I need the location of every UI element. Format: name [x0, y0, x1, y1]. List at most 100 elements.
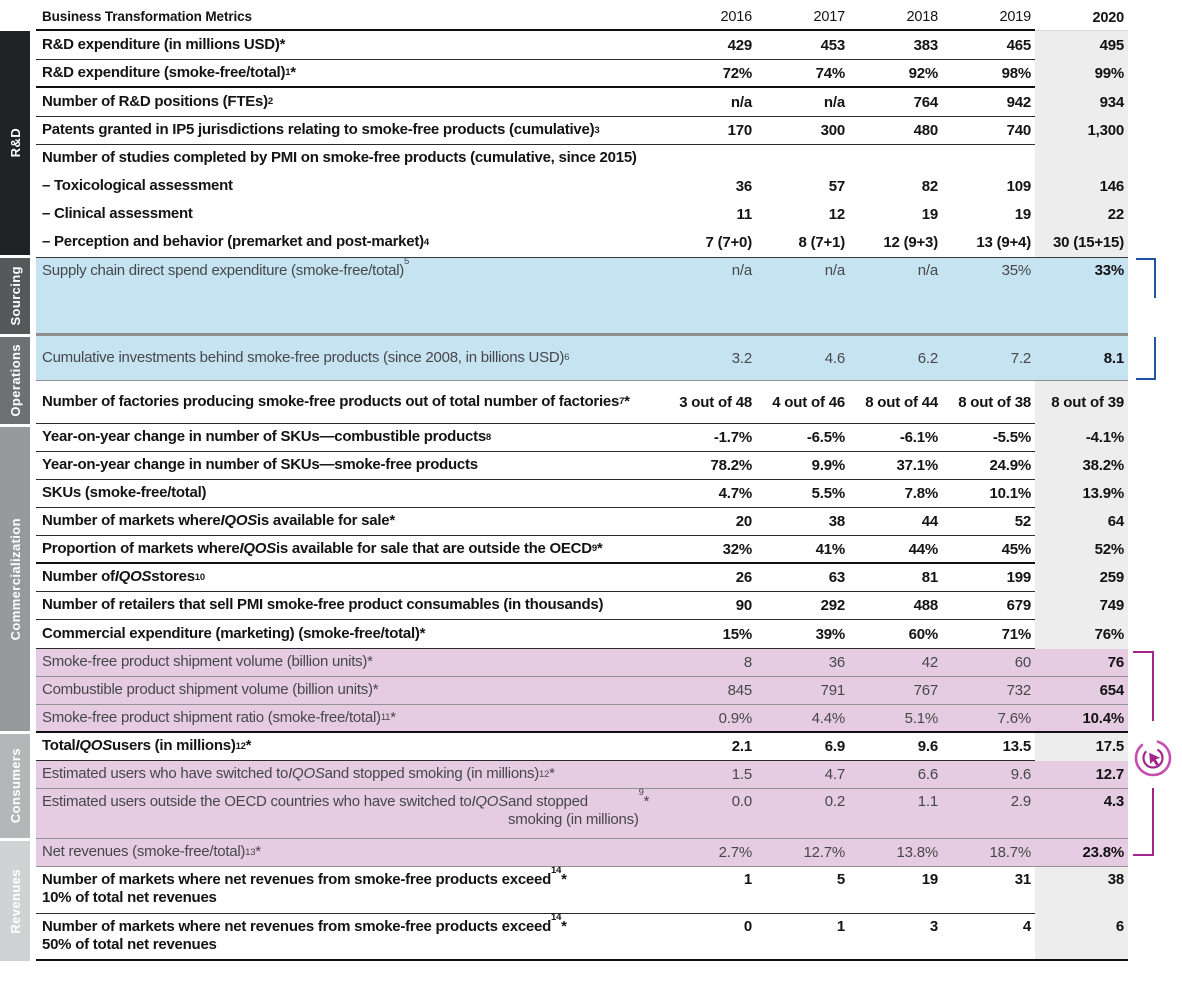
value-2017: 5.5%	[756, 480, 849, 508]
value-2016: 8	[663, 649, 756, 677]
value-2018: 82	[921, 178, 938, 195]
cursor-click-icon[interactable]	[1128, 733, 1178, 783]
row-label: Smoke-free product shipment volume (bill…	[36, 649, 663, 677]
table-row: Number of factories producing smoke-free…	[36, 381, 1128, 424]
value-2017: 12.7%	[756, 839, 849, 867]
value-2017: 4.4%	[756, 705, 849, 733]
table-row: Estimated users who have switched to IQO…	[36, 761, 1128, 789]
value-2020: 146	[1035, 173, 1128, 201]
value-2020: 1,300	[1035, 117, 1128, 145]
sidebar-section-rnd: R&D	[0, 31, 30, 255]
value-2017: 41%	[756, 536, 849, 564]
value-2016: 20	[663, 508, 756, 536]
table-title: Business Transformation Metrics	[36, 2, 663, 31]
value-2020: 22	[1035, 201, 1128, 229]
row-label: Estimated users outside the OECD countri…	[36, 788, 663, 839]
metrics-table-body: R&D expenditure (in millions USD)* 429 453…	[36, 31, 1128, 961]
value-2019	[942, 145, 1035, 173]
row-label: Patents granted in IP5 jurisdictions rel…	[36, 117, 663, 145]
value-2018: 44%	[849, 536, 942, 564]
value-2016: 429	[663, 31, 756, 60]
value-2016: 78.2%	[663, 452, 756, 480]
value-2017: 36	[756, 649, 849, 677]
sidebar-label: Revenues	[7, 868, 23, 934]
value-2017: 4 out of 46	[756, 381, 849, 424]
row-label: Number of studies completed by PMI on sm…	[42, 149, 637, 167]
value-2019: 13.5	[942, 733, 1035, 761]
value-2019: 35%	[942, 257, 1035, 336]
table-row: Smoke-free product shipment volume (bill…	[36, 649, 1128, 677]
value-2019: 9.6	[942, 761, 1035, 789]
value-2020: 99%	[1035, 60, 1128, 88]
value-2018: 7.8%	[849, 480, 942, 508]
value-2018: 12 (9+3)	[883, 234, 938, 251]
value-2018: 3	[849, 914, 942, 961]
value-2019: 31	[942, 867, 1035, 914]
value-2020: 749	[1035, 592, 1128, 620]
value-2016: 0.0	[663, 789, 756, 839]
value-2016: n/a	[663, 88, 756, 117]
value-2018: 6.6	[849, 761, 942, 789]
row-label: R&D expenditure (in millions USD)*	[36, 31, 663, 60]
row-label: Year-on-year change in number of SKUs—sm…	[36, 452, 663, 480]
value-2017: 39%	[756, 620, 849, 649]
table-row: Year-on-year change in number of SKUs—co…	[36, 424, 1128, 452]
blue-bracket-top	[1136, 258, 1156, 298]
row-label: Number of retailers that sell PMI smoke-…	[36, 592, 663, 620]
sidebar-label: Sourcing	[7, 266, 23, 326]
value-2020: 38.2%	[1035, 452, 1128, 480]
value-2018: 1.1	[849, 789, 942, 839]
sidebar-section-sourcing: Sourcing	[0, 258, 30, 334]
table-row: Cumulative investments behind smoke-free…	[36, 336, 1128, 381]
value-2017: 4.6	[756, 336, 849, 381]
value-2018: 81	[849, 564, 942, 592]
value-2019: -5.5%	[942, 424, 1035, 452]
row-label: Number of markets where net revenues fro…	[36, 866, 663, 914]
value-2016	[663, 145, 756, 173]
value-2020: 17.5	[1035, 733, 1128, 761]
row-label: Net revenues (smoke-free/total) 13 *	[36, 839, 663, 867]
table-row: Number of retailers that sell PMI smoke-…	[36, 592, 1128, 620]
year-header-2019: 2019	[942, 2, 1035, 31]
table-header-row: Business Transformation Metrics 2016 201…	[36, 2, 1128, 31]
row-label: – Clinical assessment	[42, 205, 193, 223]
value-2019: 71%	[942, 620, 1035, 649]
value-2017: 63	[756, 564, 849, 592]
table-row: Number of markets where net revenues fro…	[36, 913, 1128, 961]
table-row: Number of R&D positions (FTEs) 2 n/a n/a 764…	[36, 88, 1128, 117]
row-label: Number of markets where IQOS is availabl…	[36, 508, 663, 536]
value-2020: 12.7	[1035, 761, 1128, 789]
value-2019: 45%	[942, 536, 1035, 564]
sidebar-label: Operations	[7, 344, 23, 417]
table-row: Patents granted in IP5 jurisdictions rel…	[36, 117, 1128, 145]
value-2020: 52%	[1035, 536, 1128, 564]
value-2020: 33%	[1035, 257, 1128, 336]
value-2018: n/a	[849, 257, 942, 336]
value-2020: 13.9%	[1035, 480, 1128, 508]
value-2017: 12	[828, 206, 845, 223]
value-2020: 4.3	[1035, 789, 1128, 839]
value-2019: 199	[942, 564, 1035, 592]
row-label: SKUs (smoke-free/total)	[36, 480, 663, 508]
value-2018: 60%	[849, 620, 942, 649]
value-2016: 2.7%	[663, 839, 756, 867]
table-row: Number of IQOS stores 10 26 63 81 199 259	[36, 564, 1128, 592]
magenta-bracket-top	[1133, 651, 1154, 721]
value-2016: 26	[663, 564, 756, 592]
row-label: Commercial expenditure (marketing) (smok…	[36, 620, 663, 649]
table-row: Number of markets where IQOS is availabl…	[36, 508, 1128, 536]
sidebar-section-consumers: Consumers	[0, 734, 30, 838]
value-2018: -6.1%	[849, 424, 942, 452]
value-2017: 9.9%	[756, 452, 849, 480]
table-row: Proportion of markets where IQOS is avai…	[36, 536, 1128, 564]
sidebar-label: Commercialization	[7, 517, 23, 641]
value-2017: -6.5%	[756, 424, 849, 452]
value-2017: 5	[756, 867, 849, 914]
row-label: Year-on-year change in number of SKUs—co…	[36, 424, 663, 452]
value-2019: 740	[942, 117, 1035, 145]
row-label: R&D expenditure (smoke-free/total) 1 *	[36, 60, 663, 88]
value-2019: 109	[1006, 178, 1032, 195]
table-row: Estimated users outside the OECD countri…	[36, 788, 1128, 839]
value-2016: 3.2	[663, 336, 756, 381]
